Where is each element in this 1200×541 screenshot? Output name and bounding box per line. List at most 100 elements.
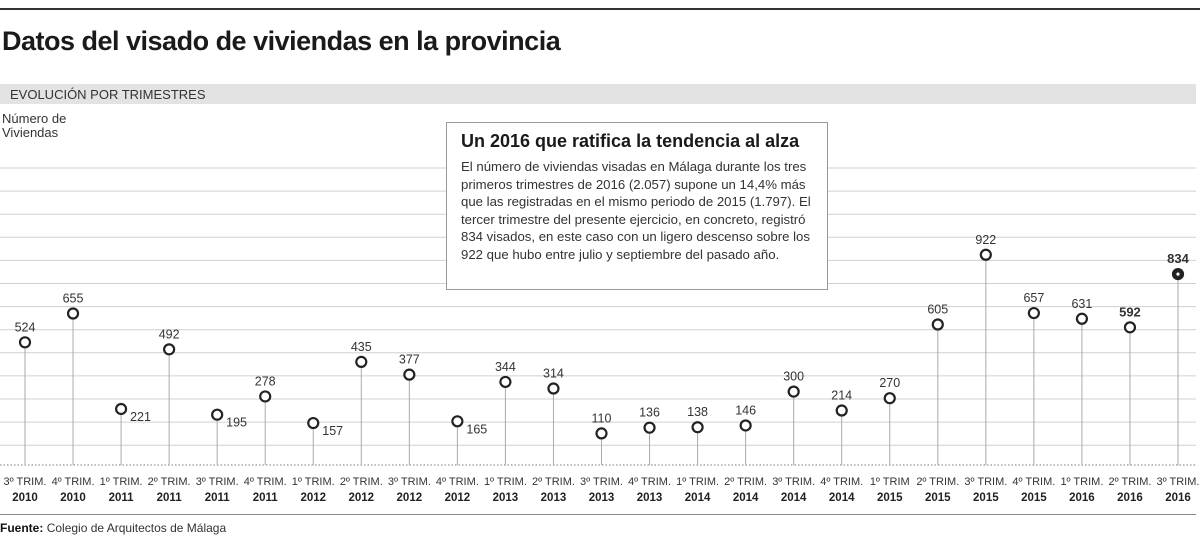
data-point <box>451 415 464 428</box>
data-label: 524 <box>15 320 36 334</box>
callout-box: Un 2016 que ratifica la tendencia al alz… <box>446 122 828 290</box>
data-point <box>643 421 656 434</box>
data-point <box>739 419 752 432</box>
data-point <box>787 385 800 398</box>
callout-heading: Un 2016 que ratifica la tendencia al alz… <box>461 131 800 151</box>
subtitle-band: EVOLUCIÓN POR TRIMESTRES <box>0 84 1196 104</box>
data-label: 592 <box>1119 304 1141 319</box>
x-tick-label-year: 2012 <box>397 492 423 504</box>
data-point <box>499 375 512 389</box>
data-label: 300 <box>783 370 804 384</box>
x-tick-label-year: 2014 <box>829 492 855 504</box>
data-point-center <box>1176 272 1180 276</box>
data-label: 492 <box>159 327 180 341</box>
bottom-rule <box>0 514 1196 515</box>
source-text: Colegio de Arquitectos de Málaga <box>46 521 227 535</box>
x-tick-label-quarter: 2º TRIM. <box>916 476 959 488</box>
x-tick-label-quarter: 3º TRIM. <box>4 476 47 488</box>
data-point <box>835 404 848 417</box>
source-label: Fuente: <box>0 521 44 535</box>
x-tick-label-quarter: 4º TRIM. <box>436 476 479 488</box>
x-tick-label-quarter: 1º TRIM. <box>100 476 143 488</box>
data-label: 435 <box>351 340 372 354</box>
x-tick-label-quarter: 2º TRIM. <box>148 476 191 488</box>
data-label: 110 <box>592 411 612 425</box>
data-point <box>307 416 320 430</box>
x-tick-label-quarter: 3º TRIM. <box>196 476 239 488</box>
x-tick-label-quarter: 2º TRIM. <box>532 476 575 488</box>
x-tick-label-quarter: 2º TRIM. <box>340 476 383 488</box>
x-tick-label-year: 2014 <box>781 492 807 504</box>
x-tick-label-quarter: 3º TRIM. <box>964 476 1007 488</box>
x-tick-label-year: 2016 <box>1165 492 1191 504</box>
data-label: 605 <box>927 303 948 317</box>
x-tick-label-quarter: 3º TRIM. <box>388 476 431 488</box>
chart-title: Datos del visado de viviendas en la prov… <box>2 26 561 56</box>
x-tick-label-quarter: 4º TRIM. <box>1012 476 1055 488</box>
data-point <box>163 343 176 356</box>
data-label: 314 <box>543 367 564 381</box>
data-point <box>883 392 896 405</box>
x-tick-label-year: 2015 <box>925 492 951 504</box>
x-tick-label-quarter: 3º TRIM. <box>580 476 623 488</box>
y-axis-label: Número de Viviendas <box>2 111 67 140</box>
x-tick-label-year: 2014 <box>685 492 711 504</box>
x-tick-label-year: 2016 <box>1069 492 1095 504</box>
data-label: 834 <box>1167 251 1189 266</box>
x-tick-label-quarter: 1º TRIM. <box>676 476 719 488</box>
x-tick-label-quarter: 1º TRIM. <box>292 476 335 488</box>
data-label: 221 <box>130 410 151 424</box>
x-tick-label-year: 2011 <box>157 492 183 504</box>
x-tick-label-year: 2012 <box>445 492 471 504</box>
data-label: 165 <box>466 422 487 436</box>
x-tick-label-year: 2011 <box>109 492 135 504</box>
data-label: 195 <box>226 416 247 430</box>
data-point <box>1123 321 1137 334</box>
x-tick-label-year: 2013 <box>493 492 519 504</box>
x-tick-label-year: 2013 <box>541 492 567 504</box>
chart-subtitle: EVOLUCIÓN POR TRIMESTRES <box>10 87 206 102</box>
data-point <box>691 421 704 434</box>
x-tick-label-quarter: 1º TRIM <box>870 476 910 488</box>
data-label: 922 <box>975 233 996 247</box>
x-tick-label-quarter: 4º TRIM. <box>628 476 671 488</box>
x-tick-label-quarter: 4º TRIM. <box>244 476 287 488</box>
x-tick-label-quarter: 3º TRIM. <box>772 476 815 488</box>
data-label: 655 <box>63 292 84 306</box>
data-point <box>547 382 560 395</box>
x-tick-label-quarter: 4º TRIM. <box>52 476 95 488</box>
data-label: 136 <box>639 406 660 420</box>
x-tick-label-quarter: 2º TRIM. <box>1108 476 1151 488</box>
x-tick-label-year: 2015 <box>973 492 999 504</box>
data-point <box>211 408 224 421</box>
data-label: 138 <box>687 405 708 419</box>
data-point <box>114 402 128 416</box>
x-tick-label-year: 2010 <box>60 492 86 504</box>
x-tick-label-year: 2016 <box>1117 492 1143 504</box>
data-point <box>355 355 368 368</box>
x-tick-label-year: 2012 <box>348 492 374 504</box>
x-tick-label-quarter: 1º TRIM. <box>484 476 527 488</box>
top-rule <box>0 8 1200 10</box>
data-label: 157 <box>322 424 343 438</box>
x-tick-label-year: 2011 <box>253 492 279 504</box>
x-tick-label-quarter: 2º TRIM. <box>724 476 767 488</box>
data-label: 344 <box>495 360 516 374</box>
data-label: 377 <box>399 353 420 367</box>
callout-text: El número de viviendas visadas en Málaga… <box>461 159 811 262</box>
x-tick-label-year: 2010 <box>12 492 38 504</box>
x-tick-label-year: 2013 <box>589 492 615 504</box>
data-label: 214 <box>831 389 852 403</box>
x-tick-label-year: 2014 <box>733 492 759 504</box>
data-label: 146 <box>735 403 756 417</box>
x-tick-label-year: 2015 <box>1021 492 1047 504</box>
data-label: 278 <box>255 374 276 388</box>
data-point <box>403 368 416 381</box>
x-tick-label-year: 2012 <box>300 492 326 504</box>
x-tick-label-quarter: 4º TRIM. <box>820 476 863 488</box>
x-tick-label-year: 2015 <box>877 492 903 504</box>
data-point <box>979 248 992 261</box>
data-point <box>1027 306 1040 320</box>
x-tick-label-year: 2011 <box>205 492 231 504</box>
data-label: 657 <box>1023 291 1044 305</box>
